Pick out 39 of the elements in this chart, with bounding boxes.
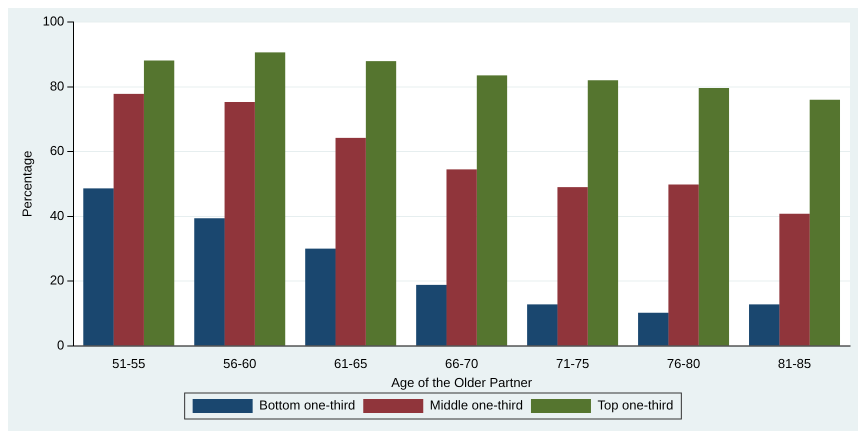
x-tick-label: 81-85: [778, 356, 812, 372]
bar: [83, 188, 114, 346]
bar: [749, 304, 780, 346]
bar: [779, 214, 810, 346]
bar: [698, 88, 730, 346]
bar: [668, 184, 699, 346]
bar: [194, 218, 225, 346]
x-tick-label: 76-80: [666, 356, 700, 372]
legend-label: Bottom one-third: [259, 398, 356, 413]
bar: [416, 284, 446, 346]
y-tick-label: 0: [57, 337, 64, 352]
bar: [557, 187, 588, 346]
y-tick-label: 80: [50, 78, 64, 94]
x-tick-label: 61-65: [334, 356, 368, 372]
bar: [254, 52, 286, 346]
x-tick-label: 51-55: [112, 356, 146, 372]
bar: [527, 304, 558, 346]
bar: [446, 169, 477, 346]
bar: [144, 60, 174, 346]
bar: [588, 80, 618, 346]
y-tick-label: 20: [50, 272, 64, 288]
x-axis-title: Age of the Older Partner: [391, 374, 533, 390]
bar: [638, 312, 668, 346]
y-tick-label: 100: [42, 14, 64, 29]
bar: [810, 100, 840, 346]
x-tick-label: 66-70: [445, 356, 478, 372]
x-tick-label: 71-75: [556, 356, 590, 372]
bar: [336, 138, 366, 346]
legend-label: Middle one-third: [430, 398, 523, 413]
y-tick-label: 60: [50, 143, 64, 158]
y-tick-label: 40: [50, 208, 64, 223]
legend-label: Top one-third: [597, 398, 674, 413]
x-tick-label: 56-60: [223, 356, 256, 372]
bar: [224, 102, 255, 346]
bar: [366, 61, 396, 346]
bar: [114, 94, 144, 346]
bar: [305, 248, 336, 346]
bar: [476, 75, 508, 346]
y-axis-title: Percentage: [19, 150, 34, 218]
